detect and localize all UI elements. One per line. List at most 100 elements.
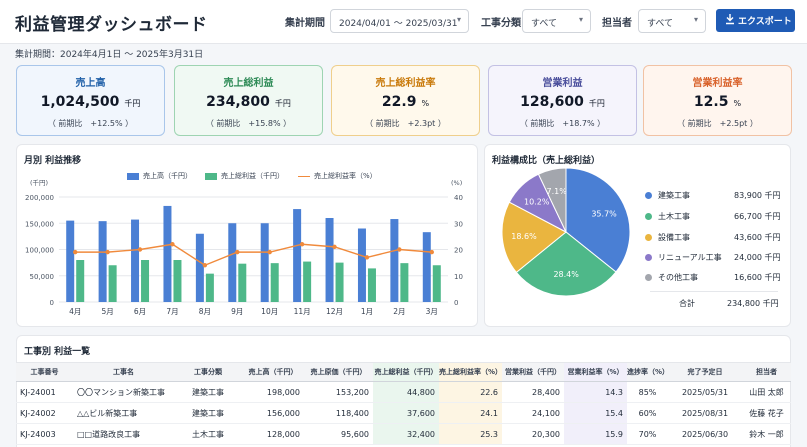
legend-dot: [645, 254, 652, 261]
pie-legend-label: その他工事: [658, 273, 698, 282]
kpi-change: （ 前期比 +2.5pt ）: [677, 119, 758, 128]
profit-table-title: 工事別 利益一覧: [24, 347, 91, 357]
kpi-value: 128,600: [520, 94, 584, 110]
legend-dot: [645, 192, 652, 199]
sales-bar: [357, 228, 366, 302]
column-header[interactable]: 売上総利益率（%）: [439, 362, 502, 382]
column-header[interactable]: 営業利益率（%）: [564, 362, 627, 382]
column-header[interactable]: 完了予定日: [668, 362, 742, 382]
cell-gross-profit: 44,800: [373, 381, 439, 403]
kpi-value-wrap: 12.5%: [644, 94, 791, 110]
pie-legend-label: 土木工事: [658, 212, 690, 221]
legend-dot: [645, 274, 652, 281]
kpi-unit: %: [733, 99, 742, 108]
cell-category: 土木工事: [174, 423, 242, 445]
period-summary: 集計期間：2024年4月1日 〜 2025年3月31日: [15, 50, 204, 60]
legend-swatch: [127, 172, 139, 180]
category-filter-select[interactable]: すべて ▾: [522, 9, 591, 33]
kpi-value: 1,024,500: [40, 94, 120, 110]
column-header[interactable]: 売上原価（千円）: [304, 362, 373, 382]
cell-progress: 70%: [627, 423, 668, 445]
x-axis-tick-label: 6月: [134, 307, 146, 316]
kpi-title: 営業利益率: [692, 78, 743, 89]
column-header[interactable]: 進捗率（%）: [627, 362, 669, 382]
y2-axis-tick-label: 0: [454, 299, 458, 307]
kpi-value-wrap: 128,600 千円: [489, 94, 636, 110]
x-axis-tick-label: 11月: [294, 307, 311, 316]
gross-profit-bar: [76, 260, 85, 302]
cell-category: 建築工事: [174, 381, 242, 403]
x-axis-tick-label: 8月: [199, 307, 211, 316]
column-header[interactable]: 売上高（千円）: [242, 362, 304, 382]
gross-profit-bar: [238, 263, 247, 302]
chevron-down-icon: ▾: [578, 15, 583, 24]
profit-table: 工事番号 工事名 工事分類 売上高（千円） 売上原価（千円） 売上総利益（千円）…: [16, 362, 791, 445]
sales-bar: [228, 223, 237, 302]
owner-filter-select[interactable]: すべて ▾: [638, 9, 706, 33]
cell-due-date: 2025/08/31: [668, 402, 742, 424]
kpi-value-wrap: 1,024,500 千円: [17, 94, 164, 110]
kpi-value: 234,800: [206, 94, 270, 110]
legend-gross-profit: 売上総利益（千円）: [205, 171, 284, 181]
cell-operating-margin: 15.9: [564, 423, 627, 445]
gross-profit-bar: [173, 260, 182, 302]
category-filter-value: すべて: [531, 19, 558, 29]
kpi-card-gross-profit: 売上総利益 234,800 千円 （ 前期比 +15.8% ）: [174, 65, 323, 136]
cell-project-name: 〇〇マンション新築工事: [73, 381, 174, 403]
pie-legend-item: 建築工事: [645, 190, 690, 201]
pie-legend-label: リニューアル工事: [658, 253, 722, 262]
legend-dot: [645, 213, 652, 220]
column-header[interactable]: 工事名: [73, 362, 174, 382]
cell-due-date: 2025/05/31: [668, 381, 742, 403]
pie-slice-label: 28.4%: [553, 270, 579, 279]
kpi-change: （ 前期比 +18.7% ）: [519, 119, 606, 128]
column-header[interactable]: 営業利益（千円）: [502, 362, 564, 382]
period-filter-input[interactable]: 2024/04/01 〜 2025/03/31 ▾: [330, 9, 469, 33]
x-axis-tick-label: 9月: [231, 307, 243, 316]
table-row[interactable]: KJ-24001 〇〇マンション新築工事 建築工事 198,000 153,20…: [16, 381, 791, 403]
gross-profit-bar: [108, 265, 117, 302]
kpi-title: 営業利益: [542, 78, 583, 89]
sales-bar: [390, 219, 399, 302]
export-button[interactable]: エクスポート: [716, 9, 795, 32]
gross-profit-bar: [400, 263, 409, 302]
column-header[interactable]: 担当者: [742, 362, 791, 382]
kpi-change: （ 前期比 +15.8% ）: [205, 119, 292, 128]
y2-axis-tick-label: 10: [454, 273, 463, 281]
gross-margin-point: [170, 242, 175, 247]
pie-legend-value: 83,900 千円: [734, 191, 781, 200]
cell-sales: 128,000: [242, 423, 304, 445]
pie-slice: [537, 167, 567, 233]
cell-sales: 198,000: [242, 381, 304, 403]
sales-bar: [163, 205, 172, 302]
gross-margin-point: [73, 249, 78, 255]
gross-profit-bar: [303, 261, 312, 302]
gross-margin-point: [397, 247, 402, 252]
sales-bar: [131, 219, 140, 302]
legend-dot: [645, 234, 652, 241]
kpi-card-gross-margin: 売上総利益率 22.9% （ 前期比 +2.3pt ）: [331, 65, 480, 136]
sales-bar: [195, 233, 204, 302]
table-row[interactable]: KJ-24002 △△ビル新築工事 建築工事 156,000 118,400 3…: [16, 402, 791, 424]
legend-sales: 売上高（千円）: [127, 171, 192, 181]
x-axis-tick-label: 2月: [393, 307, 405, 316]
gross-profit-bar: [335, 262, 344, 302]
x-axis-tick-label: 7月: [166, 307, 178, 316]
y-axis-tick-label: 100,000: [25, 247, 54, 255]
column-header[interactable]: 工事分類: [174, 362, 242, 382]
column-header[interactable]: 売上総利益（千円）: [373, 362, 439, 382]
y2-axis-tick-label: 40: [454, 194, 463, 202]
cell-sales: 156,000: [242, 402, 304, 424]
y2-axis-tick-label: 20: [454, 247, 463, 255]
gross-profit-bar: [367, 268, 376, 302]
pie-slice-label: 35.7%: [591, 210, 617, 219]
column-header[interactable]: 工事番号: [16, 362, 73, 382]
export-label: エクスポート: [738, 17, 792, 27]
table-row[interactable]: KJ-24003 □□道路改良工事 土木工事 128,000 95,600 32…: [16, 423, 791, 445]
cell-gross-margin: 22.6: [439, 381, 502, 403]
chevron-down-icon: ▾: [693, 15, 698, 24]
cell-cost: 95,600: [304, 423, 373, 445]
pie-legend-value: 16,600 千円: [734, 273, 781, 282]
cell-owner: 山田 太郎: [742, 381, 791, 403]
gross-profit-bar: [270, 263, 279, 302]
